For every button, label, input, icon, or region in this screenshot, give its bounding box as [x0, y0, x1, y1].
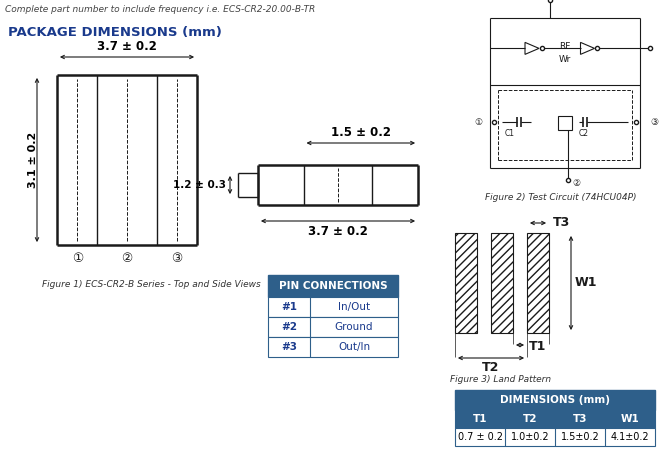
- Text: Wr: Wr: [559, 55, 571, 64]
- Text: 3.7 ± 0.2: 3.7 ± 0.2: [97, 40, 157, 53]
- Text: 0.7 ± 0.2: 0.7 ± 0.2: [458, 432, 502, 442]
- Text: ③: ③: [650, 118, 658, 127]
- Text: ②: ②: [573, 178, 584, 187]
- FancyBboxPatch shape: [455, 428, 655, 446]
- Text: #1: #1: [281, 302, 297, 312]
- Bar: [455, 233, 477, 333]
- Text: Figure 1) ECS-CR2-B Series - Top and Side Views: Figure 1) ECS-CR2-B Series - Top and Sid…: [42, 280, 261, 289]
- Text: DIMENSIONS (mm): DIMENSIONS (mm): [500, 395, 610, 405]
- Text: T3: T3: [573, 414, 587, 424]
- Text: T3: T3: [553, 216, 570, 228]
- Text: W1: W1: [620, 414, 640, 424]
- Text: Figure 3) Land Pattern: Figure 3) Land Pattern: [450, 375, 551, 384]
- Text: 1.0±0.2: 1.0±0.2: [511, 432, 550, 442]
- Text: Vcc: Vcc: [554, 0, 572, 1]
- Bar: [527, 233, 549, 333]
- Bar: [491, 233, 513, 333]
- Text: C2: C2: [579, 129, 589, 138]
- Text: ③: ③: [171, 253, 182, 265]
- Text: In/Out: In/Out: [338, 302, 370, 312]
- FancyBboxPatch shape: [455, 410, 655, 428]
- Text: 1.5±0.2: 1.5±0.2: [561, 432, 600, 442]
- Text: Figure 2) Test Circuit (74HCU04P): Figure 2) Test Circuit (74HCU04P): [485, 193, 636, 202]
- Text: W1: W1: [575, 277, 598, 289]
- Text: #3: #3: [281, 342, 297, 352]
- Text: 1.2 ± 0.3: 1.2 ± 0.3: [173, 180, 226, 190]
- Text: Ground: Ground: [335, 322, 374, 332]
- Text: T1: T1: [473, 414, 488, 424]
- Text: ①: ①: [474, 118, 482, 127]
- Text: C1: C1: [505, 129, 515, 138]
- Text: PIN CONNECTIONS: PIN CONNECTIONS: [279, 281, 388, 291]
- FancyBboxPatch shape: [455, 390, 655, 410]
- Text: RF: RF: [560, 42, 571, 51]
- Text: Complete part number to include frequency i.e. ECS-CR2-20.00-B-TR: Complete part number to include frequenc…: [5, 5, 315, 14]
- FancyBboxPatch shape: [268, 297, 398, 317]
- Bar: [558, 116, 572, 130]
- Text: T2: T2: [482, 361, 500, 374]
- Text: 3.7 ± 0.2: 3.7 ± 0.2: [308, 225, 368, 238]
- Text: T2: T2: [523, 414, 537, 424]
- Text: PACKAGE DIMENSIONS (mm): PACKAGE DIMENSIONS (mm): [8, 26, 222, 39]
- FancyBboxPatch shape: [268, 337, 398, 357]
- Text: 1.5 ± 0.2: 1.5 ± 0.2: [331, 126, 391, 139]
- FancyBboxPatch shape: [268, 275, 398, 297]
- Text: Out/In: Out/In: [338, 342, 370, 352]
- Text: 4.1±0.2: 4.1±0.2: [611, 432, 649, 442]
- Text: ②: ②: [121, 253, 133, 265]
- FancyBboxPatch shape: [268, 317, 398, 337]
- Text: #2: #2: [281, 322, 297, 332]
- Text: T1: T1: [529, 341, 546, 353]
- Text: ①: ①: [71, 253, 83, 265]
- Text: 3.1 ± 0.2: 3.1 ± 0.2: [28, 132, 38, 188]
